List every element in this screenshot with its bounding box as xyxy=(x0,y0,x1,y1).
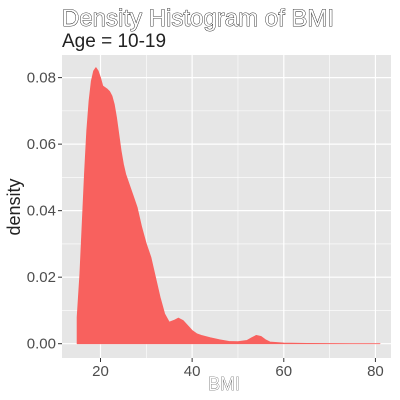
y-axis-title: density xyxy=(4,178,24,235)
x-tick-label: 20 xyxy=(92,363,109,380)
y-tick-label: 0.08 xyxy=(27,70,56,87)
x-axis-ticks: 20 40 60 80 xyxy=(92,358,384,380)
y-tick-label: 0.04 xyxy=(27,203,56,220)
x-tick-label: 60 xyxy=(275,363,292,380)
x-axis-title: BMI xyxy=(208,374,240,394)
x-tick-label: 40 xyxy=(184,363,201,380)
y-axis-ticks: 0.00 0.02 0.04 0.06 0.08 xyxy=(27,70,62,353)
density-area xyxy=(76,67,381,345)
chart-title: Density Histogram of BMI xyxy=(62,5,334,32)
x-tick-label: 80 xyxy=(367,363,384,380)
y-tick-label: 0.06 xyxy=(27,136,56,153)
y-tick-label: 0.02 xyxy=(27,269,56,286)
y-tick-label: 0.00 xyxy=(27,336,56,353)
chart-subtitle: Age = 10-19 xyxy=(62,31,166,52)
